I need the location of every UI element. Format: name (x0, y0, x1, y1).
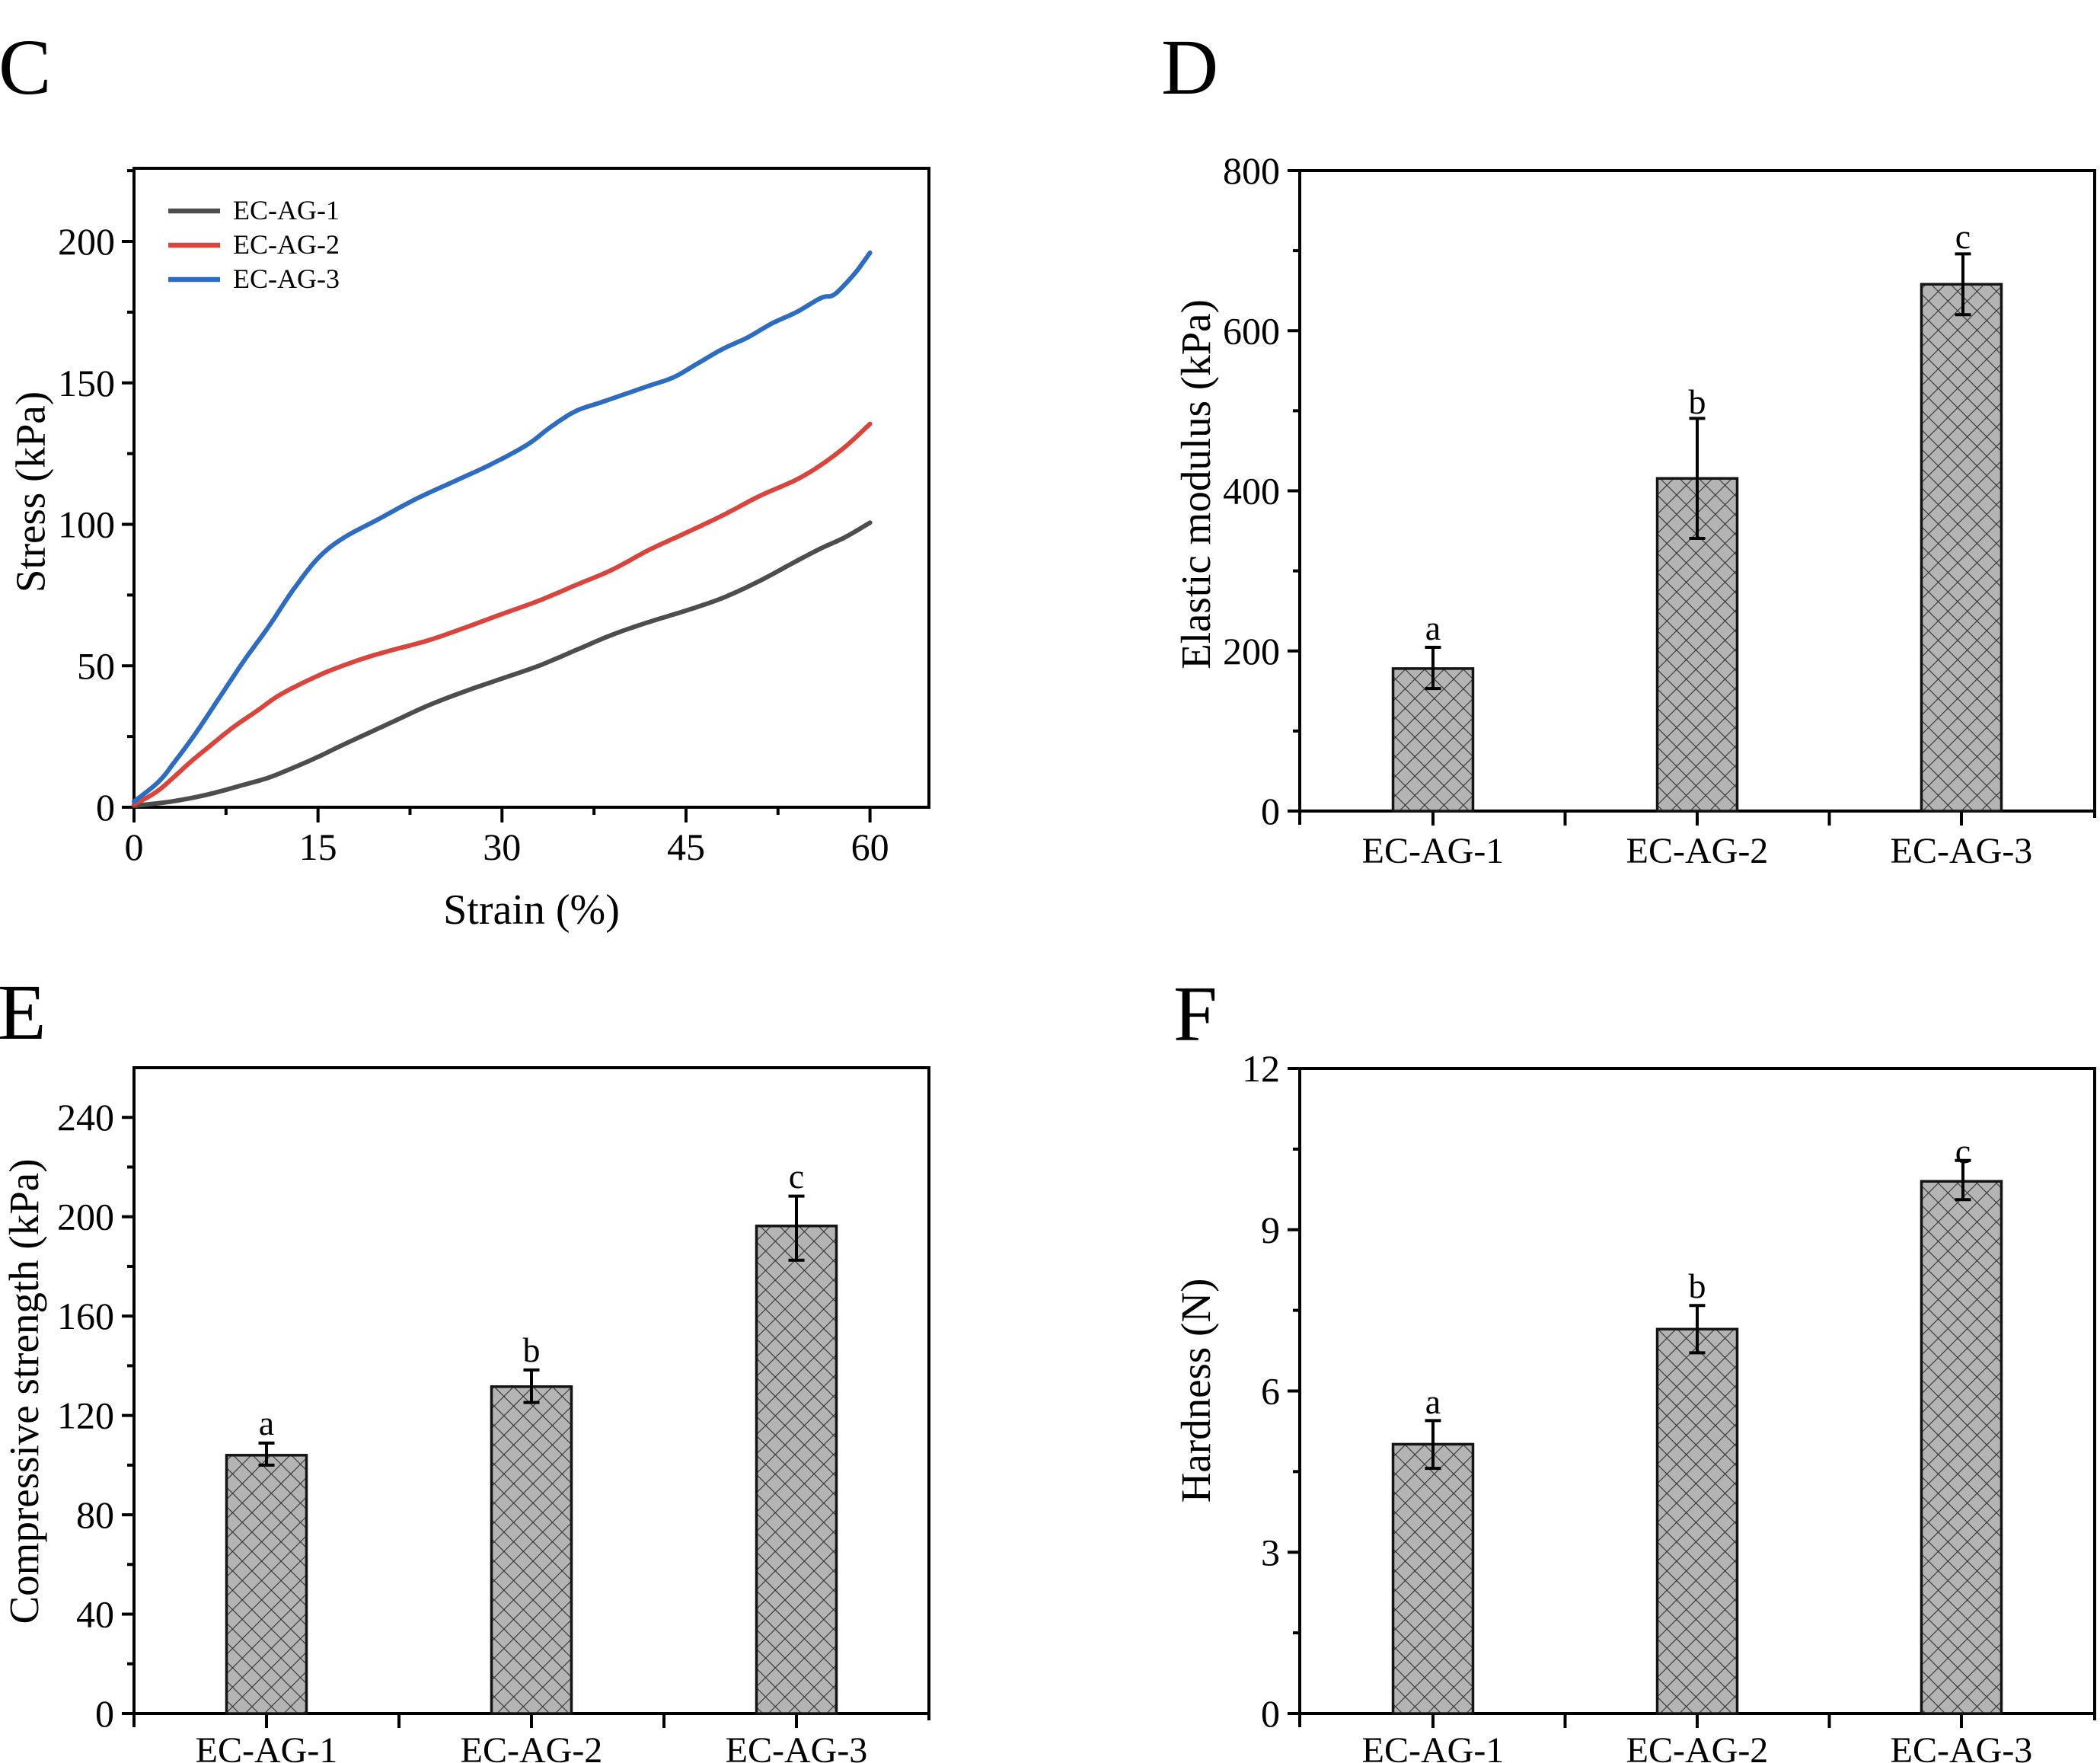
svg-text:EC-AG-2: EC-AG-2 (1626, 1730, 1769, 1763)
svg-text:Stress (kPa): Stress (kPa) (8, 391, 54, 592)
svg-text:9: 9 (1261, 1209, 1280, 1251)
svg-text:EC-AG-1: EC-AG-1 (1362, 1730, 1505, 1763)
svg-text:EC-AG-2: EC-AG-2 (461, 1730, 603, 1763)
svg-text:0: 0 (95, 1692, 114, 1735)
svg-text:45: 45 (667, 826, 705, 868)
svg-text:0: 0 (1261, 790, 1280, 832)
svg-text:EC-AG-3: EC-AG-3 (726, 1730, 868, 1763)
svg-text:C: C (0, 24, 51, 111)
svg-text:240: 240 (57, 1096, 114, 1139)
svg-text:6: 6 (1261, 1370, 1280, 1413)
svg-text:120: 120 (57, 1394, 114, 1437)
svg-text:3: 3 (1261, 1531, 1280, 1573)
svg-text:EC-AG-3: EC-AG-3 (233, 263, 340, 294)
svg-text:Hardness (N): Hardness (N) (1173, 1279, 1219, 1503)
svg-text:80: 80 (76, 1493, 114, 1536)
svg-text:EC-AG-3: EC-AG-3 (1891, 1730, 2033, 1763)
svg-text:200: 200 (58, 220, 115, 263)
svg-text:a: a (259, 1404, 274, 1442)
svg-text:150: 150 (58, 362, 115, 404)
svg-text:c: c (1955, 1132, 1971, 1171)
svg-text:Elastic modulus (kPa): Elastic modulus (kPa) (1173, 299, 1219, 669)
svg-text:EC-AG-1: EC-AG-1 (233, 195, 340, 225)
svg-text:E: E (0, 969, 46, 1056)
svg-text:EC-AG-1: EC-AG-1 (1362, 831, 1505, 871)
svg-text:40: 40 (76, 1593, 114, 1636)
svg-text:a: a (1425, 1382, 1441, 1421)
svg-text:15: 15 (299, 826, 337, 868)
svg-text:EC-AG-3: EC-AG-3 (1891, 831, 2033, 871)
svg-text:800: 800 (1223, 149, 1280, 192)
svg-text:50: 50 (77, 644, 115, 687)
svg-text:0: 0 (96, 786, 115, 829)
svg-text:EC-AG-2: EC-AG-2 (233, 229, 340, 260)
svg-text:600: 600 (1223, 309, 1280, 352)
svg-text:Compressive strength (kPa): Compressive strength (kPa) (1, 1158, 47, 1624)
svg-text:b: b (1689, 382, 1706, 421)
svg-text:0: 0 (125, 826, 144, 868)
svg-text:100: 100 (58, 503, 115, 546)
svg-text:D: D (1161, 24, 1218, 111)
svg-text:0: 0 (1261, 1692, 1280, 1735)
svg-text:c: c (1955, 217, 1971, 256)
svg-text:30: 30 (483, 826, 521, 868)
svg-text:F: F (1173, 970, 1218, 1058)
svg-text:200: 200 (57, 1196, 114, 1238)
svg-text:b: b (1689, 1266, 1706, 1305)
svg-text:EC-AG-2: EC-AG-2 (1626, 831, 1769, 871)
svg-text:EC-AG-1: EC-AG-1 (196, 1730, 338, 1763)
svg-text:160: 160 (57, 1295, 114, 1337)
svg-text:b: b (523, 1330, 541, 1369)
svg-text:Strain (%): Strain (%) (443, 886, 620, 934)
svg-text:12: 12 (1242, 1047, 1280, 1090)
svg-text:a: a (1425, 608, 1441, 647)
svg-text:c: c (789, 1157, 804, 1196)
svg-text:400: 400 (1223, 470, 1280, 513)
svg-text:60: 60 (851, 826, 889, 868)
svg-text:200: 200 (1223, 630, 1280, 672)
